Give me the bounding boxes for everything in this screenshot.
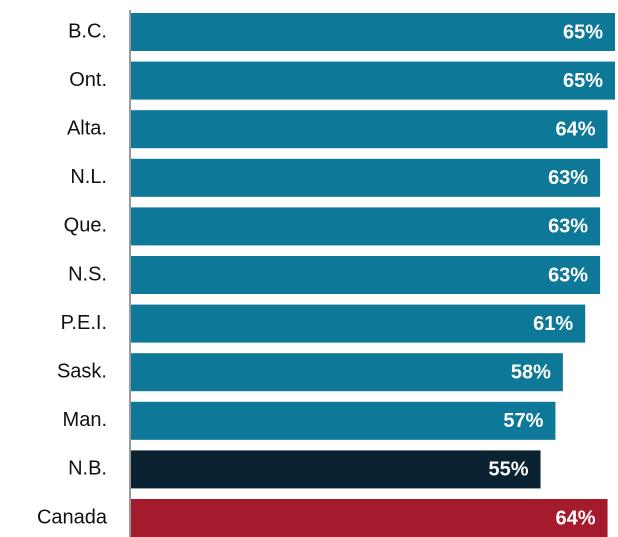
- bar: [131, 450, 541, 489]
- value-label: 55%: [489, 459, 529, 481]
- bar: [131, 207, 601, 246]
- value-label: 57%: [503, 410, 543, 432]
- category-label: Alta.: [67, 117, 107, 139]
- bar: [131, 401, 556, 440]
- value-label: 61%: [533, 313, 573, 335]
- category-label: B.C.: [68, 20, 107, 42]
- category-label: Canada: [37, 506, 108, 528]
- value-label: 64%: [556, 507, 596, 529]
- category-label: Ont.: [69, 69, 107, 91]
- value-label: 63%: [548, 216, 588, 238]
- bar: [131, 158, 601, 197]
- bar: [131, 110, 608, 149]
- bar: [131, 353, 563, 392]
- bar: [131, 499, 608, 537]
- value-label: 58%: [511, 361, 551, 383]
- value-label: 63%: [548, 264, 588, 286]
- bar: [131, 256, 601, 294]
- value-label: 65%: [563, 21, 603, 43]
- category-label: Que.: [64, 215, 107, 237]
- bar: [131, 61, 615, 100]
- category-label: N.L.: [70, 166, 107, 188]
- category-label: N.B.: [68, 458, 107, 480]
- category-label: Man.: [63, 409, 107, 431]
- value-label: 64%: [556, 118, 596, 140]
- bar: [131, 13, 615, 51]
- category-label: N.S.: [68, 263, 107, 285]
- category-label: Sask.: [57, 360, 107, 382]
- value-label: 63%: [548, 167, 588, 189]
- category-label: P.E.I.: [61, 312, 107, 334]
- bar: [131, 304, 586, 343]
- value-label: 65%: [563, 70, 603, 92]
